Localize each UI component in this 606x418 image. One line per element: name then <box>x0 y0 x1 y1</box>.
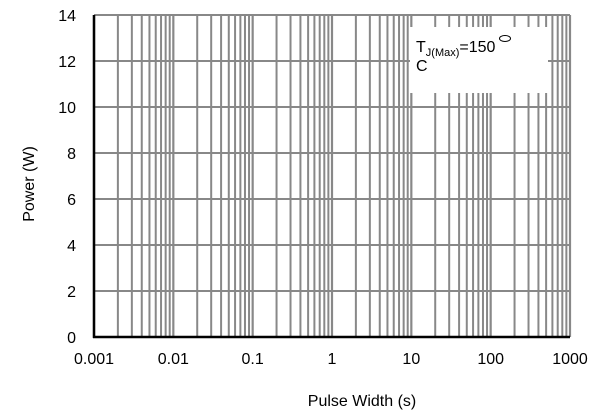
x-tick-label: 10 <box>402 351 420 368</box>
legend-subscript: J(Max) <box>425 47 460 59</box>
x-tick-label: 0.1 <box>242 351 264 368</box>
y-tick-label: 14 <box>58 8 76 25</box>
x-tick-label: 0.001 <box>74 351 114 368</box>
y-tick-label: 6 <box>67 192 76 209</box>
legend-unit: C <box>416 58 428 75</box>
x-tick-label: 1 <box>328 351 337 368</box>
y-tick-label: 8 <box>67 146 76 163</box>
legend-symbol: T <box>416 39 426 56</box>
y-axis-label: Power (W) <box>21 146 38 222</box>
x-tick-label: 100 <box>477 351 504 368</box>
y-tick-label: 12 <box>58 54 76 71</box>
x-tick-labels: 0.001 0.01 0.1 1 10 100 1000 <box>74 351 588 368</box>
legend: TJ(Max)=150 C <box>410 27 548 93</box>
x-tick-label: 1000 <box>552 351 588 368</box>
y-tick-labels: 0 2 4 6 8 10 12 14 <box>58 8 76 347</box>
legend-value: =150 <box>459 39 496 56</box>
degree-icon <box>499 35 512 42</box>
axes <box>92 15 570 339</box>
x-axis-label: Pulse Width (s) <box>308 393 416 410</box>
y-tick-label: 4 <box>67 238 76 255</box>
y-tick-label: 0 <box>67 330 76 347</box>
legend-junction-temp: TJ(Max)=150 <box>416 35 512 59</box>
y-tick-label: 10 <box>58 100 76 117</box>
y-tick-label: 2 <box>67 284 76 301</box>
grid <box>92 14 572 338</box>
x-tick-label: 0.01 <box>158 351 189 368</box>
